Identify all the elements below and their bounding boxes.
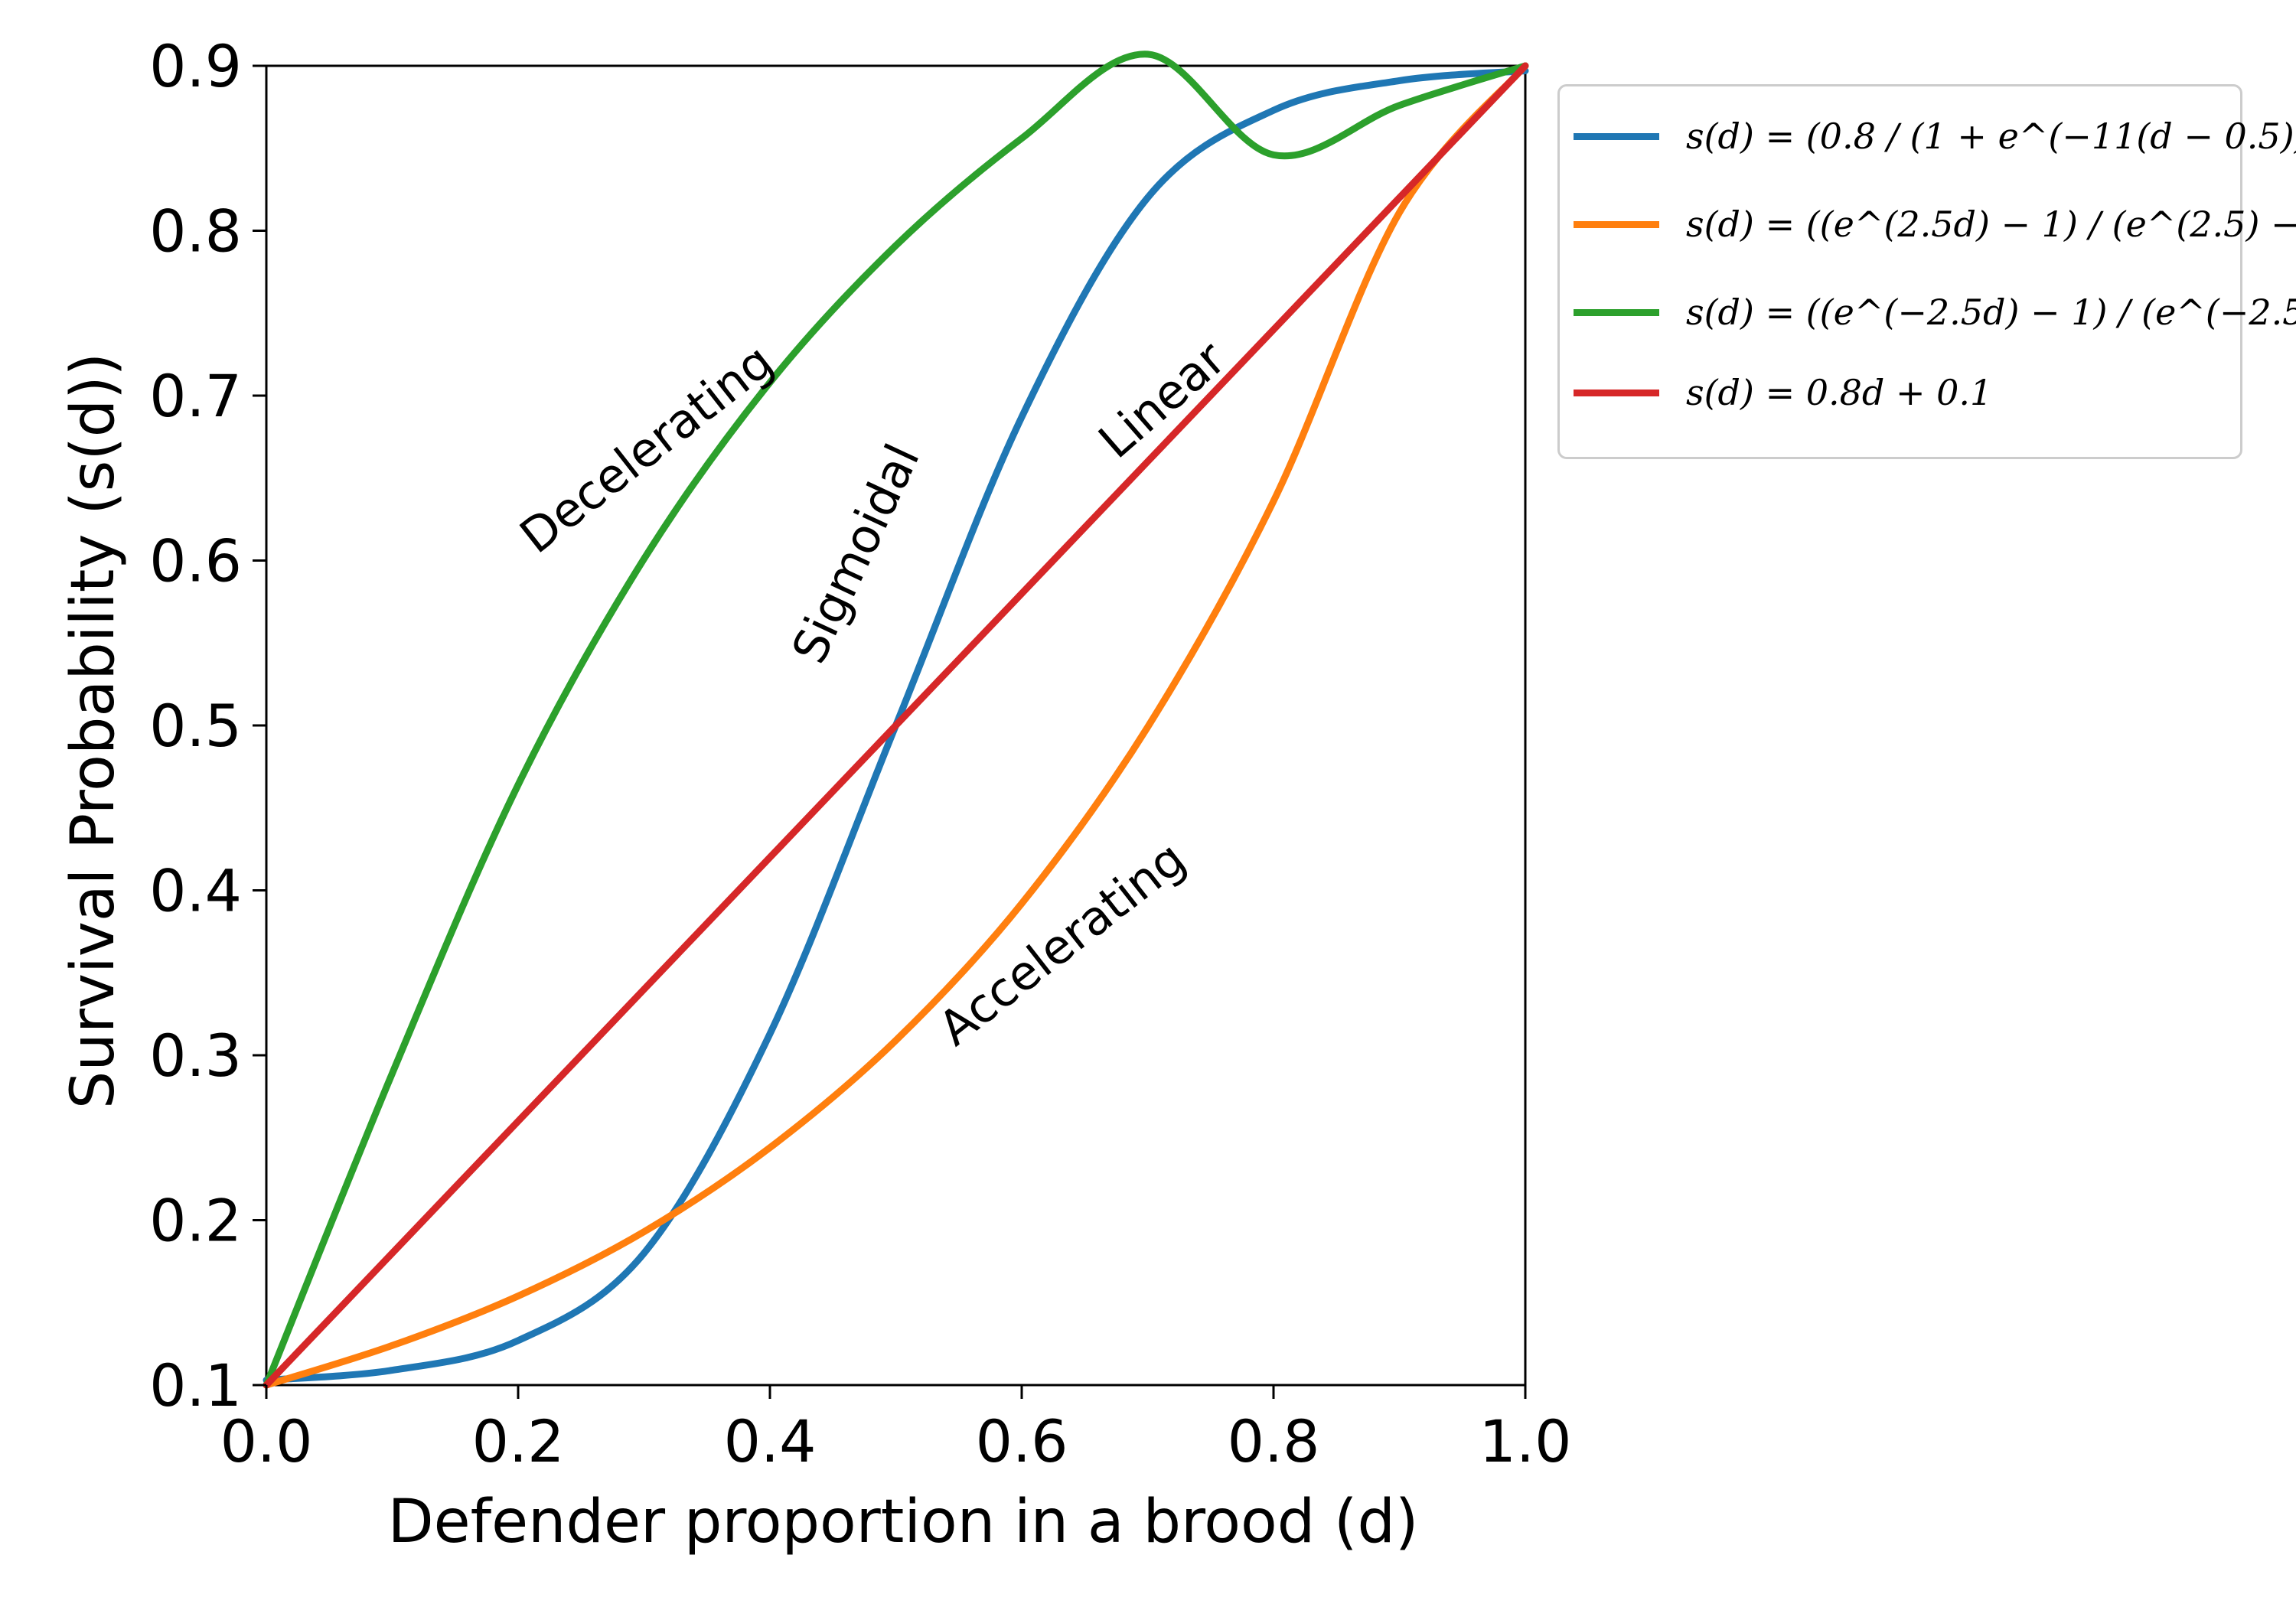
y-tick-label: 0.6 [149, 527, 242, 595]
x-tick-label: 0.6 [976, 1407, 1068, 1475]
y-tick-label: 0.4 [149, 857, 242, 925]
x-axis: 0.0 0.2 0.4 0.6 0.8 1.0 [220, 1385, 1572, 1475]
y-tick-label: 0.3 [149, 1022, 242, 1090]
legend-item: s(d) = ((e^(−2.5d) − 1) / (e^(−2.5) − 1)… [1560, 270, 2296, 354]
y-tick-label: 0.7 [149, 362, 242, 430]
accelerating-series-line [263, 62, 1529, 1389]
legend-swatch [1574, 390, 1659, 396]
legend-swatch [1574, 133, 1659, 140]
annotation-label: Accelerating [928, 830, 1196, 1057]
legend: s(d) = (0.8 / (1 + e^(−11(d − 0.5)))) + … [1557, 84, 2296, 459]
series-layer [263, 51, 1529, 1389]
legend-label: s(d) = ((e^(2.5d) − 1) / (e^(2.5) − 1)) … [1686, 204, 2296, 245]
x-axis-label: Defender proportion in a brood (d) [388, 1488, 1419, 1556]
x-tick-label: 0.4 [724, 1407, 817, 1475]
legend-swatch [1574, 221, 1659, 228]
x-tick-label: 0.2 [472, 1407, 565, 1475]
y-axis-label: Survival Probability (s(d)) [59, 353, 128, 1109]
x-tick-label: 0.0 [220, 1407, 313, 1475]
legend-swatch [1574, 309, 1659, 316]
legend-label: s(d) = ((e^(−2.5d) − 1) / (e^(−2.5) − 1)… [1686, 292, 2296, 333]
y-tick-label: 0.2 [149, 1187, 242, 1255]
y-tick-label: 0.5 [149, 692, 242, 760]
linear-series-line [263, 62, 1529, 1389]
legend-item: s(d) = (0.8 / (1 + e^(−11(d − 0.5)))) + … [1560, 94, 2296, 178]
decelerating-series-line [263, 51, 1529, 1389]
y-axis: 0.1 0.2 0.3 0.4 0.5 0.6 0.7 0.8 0.9 [149, 32, 266, 1420]
x-tick-label: 1.0 [1479, 1407, 1572, 1475]
x-tick-label: 0.8 [1228, 1407, 1320, 1475]
legend-item: s(d) = ((e^(2.5d) − 1) / (e^(2.5) − 1)) … [1560, 182, 2296, 266]
legend-label: s(d) = (0.8 / (1 + e^(−11(d − 0.5)))) + … [1686, 116, 2296, 157]
y-tick-label: 0.1 [149, 1351, 242, 1420]
annotation-label: Sigmoidal [781, 435, 931, 671]
y-tick-label: 0.9 [149, 32, 242, 100]
annotation-label: Decelerating [510, 333, 784, 564]
legend-label: s(d) = 0.8d + 0.1 [1686, 372, 1993, 413]
legend-item: s(d) = 0.8d + 0.1 [1560, 350, 2240, 435]
y-tick-label: 0.8 [149, 197, 242, 266]
